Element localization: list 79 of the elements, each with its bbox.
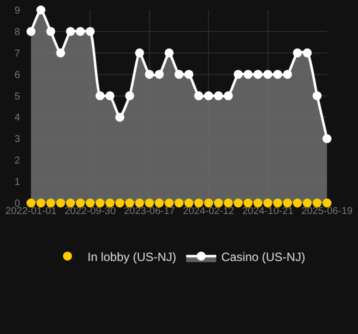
x-tick-label: 2024-10-21 [242, 206, 294, 217]
point [86, 198, 95, 208]
y-tick-label: 4 [14, 112, 20, 124]
legend-label: In lobby (US-NJ) [88, 250, 176, 264]
point [96, 198, 105, 208]
x-tick-label: 2022-01-01 [5, 206, 58, 217]
point [263, 70, 272, 79]
point [36, 198, 46, 208]
point [194, 198, 204, 208]
point [96, 91, 105, 100]
point [194, 91, 204, 100]
point [26, 198, 36, 208]
point [66, 198, 75, 208]
point [302, 48, 312, 58]
point [253, 70, 262, 79]
point [154, 70, 164, 79]
point [234, 198, 243, 208]
point [234, 70, 243, 79]
point [312, 91, 322, 100]
point [36, 6, 46, 14]
y-tick-label: 2 [14, 156, 20, 167]
point [244, 198, 253, 208]
point [204, 91, 214, 100]
point [263, 198, 272, 208]
point [292, 198, 302, 208]
x-tick-label: 2023-06-17 [124, 206, 176, 217]
point [283, 70, 292, 79]
point [322, 198, 332, 208]
point [135, 198, 144, 208]
point [125, 91, 134, 100]
point [312, 198, 322, 208]
y-tick-label: 6 [14, 70, 20, 81]
point [273, 198, 282, 208]
point [302, 198, 312, 208]
point [322, 134, 332, 144]
point [76, 26, 85, 36]
point [144, 198, 154, 208]
point [292, 48, 302, 58]
point [164, 48, 174, 58]
point [154, 198, 164, 208]
point [66, 26, 75, 36]
point [184, 198, 194, 208]
y-tick-label: 3 [14, 134, 20, 146]
point [135, 48, 144, 58]
legend-label: Casino (US-NJ) [221, 250, 306, 264]
point [125, 198, 134, 208]
y-tick-label: 1 [14, 177, 20, 188]
point [56, 48, 66, 58]
point [76, 198, 85, 208]
x-tick-label: 2025-06-19 [301, 206, 354, 217]
point [283, 198, 292, 208]
x-tick-label: 2022-09-30 [64, 206, 116, 217]
point [56, 198, 66, 208]
point [105, 198, 114, 208]
point [204, 198, 214, 208]
point [273, 70, 282, 79]
point [244, 70, 253, 79]
point [224, 198, 233, 208]
x-tick-label: 2024-02-12 [183, 206, 235, 217]
y-tick-label: 8 [14, 26, 20, 38]
point [214, 198, 223, 208]
point [214, 91, 223, 100]
point [144, 70, 154, 79]
point [115, 198, 124, 208]
y-tick-label: 9 [14, 6, 20, 16]
point [253, 198, 262, 208]
point [164, 198, 174, 208]
point [46, 26, 56, 36]
point [26, 26, 36, 36]
point [105, 91, 114, 100]
y-tick-label: 5 [14, 91, 20, 102]
point [174, 198, 184, 208]
point [174, 70, 184, 79]
point [86, 26, 95, 36]
point [115, 112, 124, 122]
point [184, 70, 194, 79]
y-tick-label: 7 [14, 48, 20, 60]
point [224, 91, 233, 100]
point [46, 198, 56, 208]
